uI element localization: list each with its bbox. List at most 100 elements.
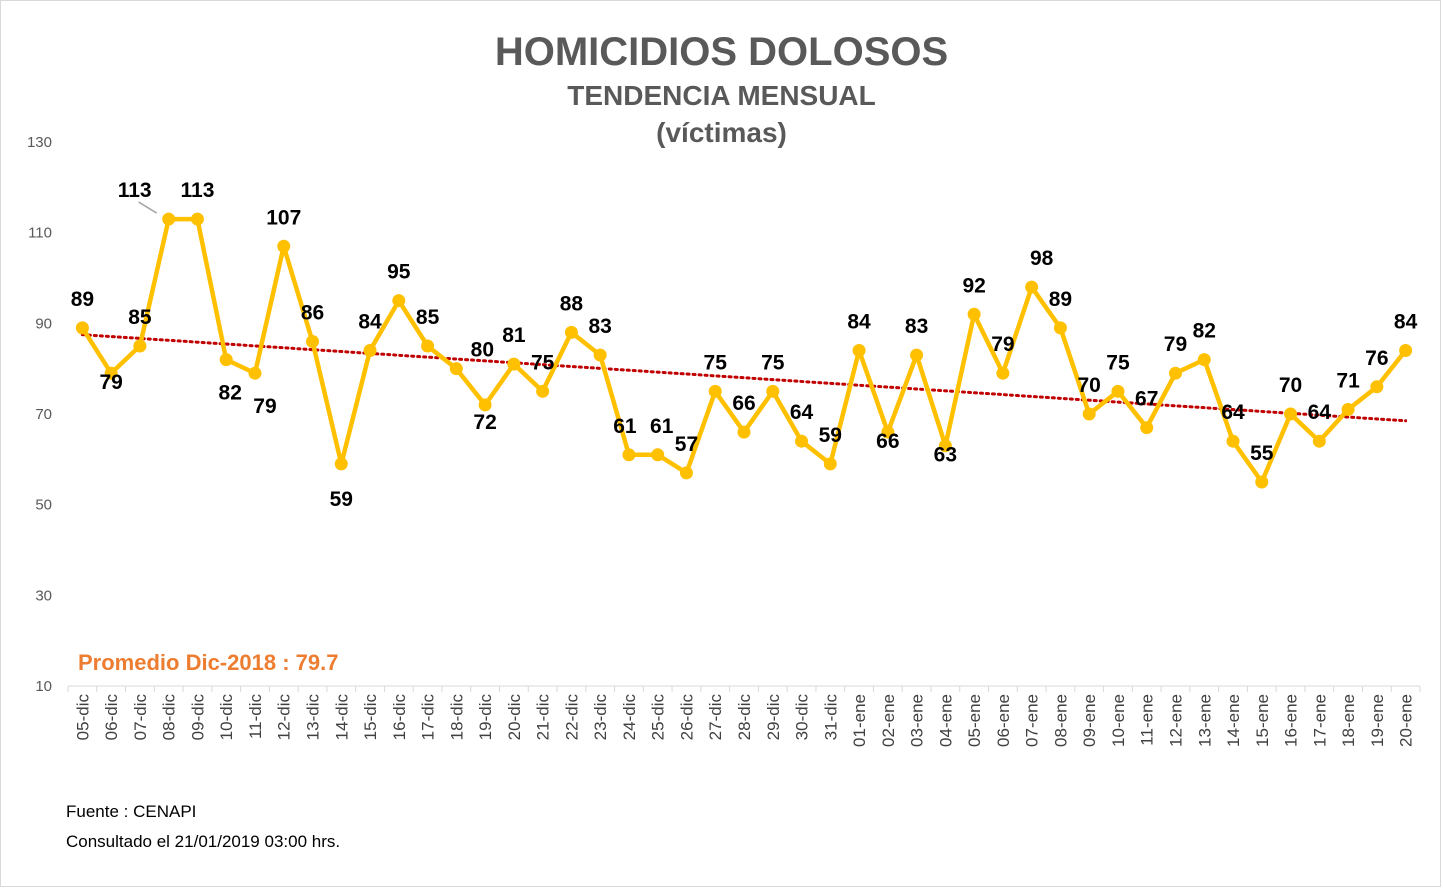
- data-point: [1140, 421, 1154, 435]
- data-label: 75: [761, 351, 785, 374]
- data-label: 89: [71, 288, 94, 311]
- data-label: 83: [588, 315, 611, 338]
- data-label: 75: [704, 351, 728, 374]
- x-axis: 05-dic 06-dic 07-dic 08-dic 09-dic 10-dic 11-d…: [67, 685, 1421, 747]
- chart-subtitle-units: (víctimas): [656, 117, 787, 148]
- data-label: 79: [253, 395, 276, 418]
- data-label: 82: [1193, 320, 1216, 343]
- x-tick-label: 05-ene: [965, 694, 984, 747]
- label-leader-line: [138, 201, 158, 214]
- data-point: [1111, 384, 1125, 398]
- data-point: [1370, 380, 1384, 394]
- x-tick-label: 04-ene: [936, 694, 955, 747]
- data-label: 89: [1049, 288, 1072, 311]
- data-label: 76: [1365, 347, 1388, 370]
- data-label: 64: [1308, 401, 1332, 424]
- x-tick-label: 27-dic: [706, 694, 725, 741]
- data-point: [967, 307, 981, 321]
- data-label: 67: [1135, 388, 1158, 411]
- title-block: HOMICIDIOS DOLOSOS TENDENCIA MENSUAL (ví…: [0, 26, 1443, 152]
- x-tick-label: 20-dic: [505, 694, 524, 741]
- x-tick-label: 20-ene: [1397, 694, 1416, 747]
- data-label: 95: [387, 261, 411, 284]
- x-tick-label: 23-dic: [591, 694, 610, 741]
- source-note: Fuente : CENAPI: [66, 802, 197, 821]
- x-tick-label: 07-dic: [131, 694, 150, 741]
- data-point: [996, 366, 1010, 380]
- data-label: 75: [1106, 351, 1130, 374]
- x-tick-label: 12-ene: [1166, 694, 1185, 747]
- data-point: [306, 334, 320, 348]
- data-point: [1312, 434, 1326, 448]
- y-axis: 10 30 50 70 90 110 130: [27, 134, 52, 695]
- data-point: [881, 425, 895, 439]
- data-label: 113: [181, 179, 215, 202]
- x-tick-label: 01-ene: [850, 694, 869, 747]
- series-line: [75, 212, 1413, 489]
- data-label: 71: [1336, 369, 1360, 392]
- trendline: [80, 333, 1408, 423]
- data-point: [1226, 434, 1240, 448]
- data-label: 72: [473, 411, 496, 434]
- x-tick-label: 25-dic: [649, 694, 668, 741]
- x-tick-label: 14-dic: [332, 694, 351, 741]
- data-point: [852, 344, 866, 358]
- x-tick-label: 05-dic: [73, 694, 92, 741]
- data-point: [1025, 280, 1039, 294]
- data-label: 59: [819, 424, 842, 447]
- x-tick-label: 09-dic: [188, 694, 207, 741]
- data-label: 86: [301, 301, 324, 324]
- data-label: 84: [1394, 311, 1418, 334]
- x-tick-label: 18-dic: [447, 694, 466, 741]
- data-point: [421, 339, 435, 353]
- data-point: [507, 357, 521, 371]
- x-tick-label: 17-dic: [419, 694, 438, 741]
- x-tick-label: 19-ene: [1368, 694, 1387, 747]
- x-tick-label: 02-ene: [879, 694, 898, 747]
- data-point: [162, 212, 176, 226]
- data-point: [679, 466, 693, 480]
- x-tick-label: 15-dic: [361, 694, 380, 741]
- data-point: [219, 353, 233, 367]
- data-point: [910, 348, 924, 362]
- x-tick-label: 19-dic: [476, 694, 495, 741]
- data-label: 113: [118, 179, 152, 202]
- data-point: [708, 384, 722, 398]
- data-point: [1341, 402, 1355, 416]
- data-label: 88: [560, 292, 584, 315]
- x-tick-label: 11-dic: [246, 694, 265, 740]
- y-tick-label: 50: [35, 497, 52, 514]
- data-point: [478, 398, 492, 412]
- data-label: 70: [1078, 374, 1101, 397]
- x-tick-label: 28-dic: [735, 694, 754, 741]
- data-point: [392, 294, 406, 308]
- x-tick-label: 06-ene: [994, 694, 1013, 747]
- data-point: [75, 321, 89, 335]
- x-tick-label: 29-dic: [764, 694, 783, 741]
- data-label: 64: [790, 401, 814, 424]
- data-point: [593, 348, 607, 362]
- data-label: 61: [650, 415, 674, 438]
- x-tick-label: 10-dic: [217, 694, 236, 741]
- chart-title: HOMICIDIOS DOLOSOS: [494, 30, 949, 74]
- data-label: 98: [1030, 247, 1054, 270]
- trendline-path: [80, 333, 1408, 423]
- x-tick-label: 14-ene: [1224, 694, 1243, 747]
- x-tick-label: 31-dic: [821, 694, 840, 741]
- x-tick-label: 26-dic: [677, 694, 696, 741]
- x-tick-label: 21-dic: [534, 694, 553, 741]
- data-point: [1082, 407, 1096, 421]
- x-tick-label: 10-ene: [1109, 694, 1128, 747]
- x-tick-label: 13-ene: [1195, 694, 1214, 747]
- x-tick-label: 03-ene: [908, 694, 927, 747]
- data-label: 92: [962, 274, 985, 297]
- x-tick-label: 08-ene: [1051, 694, 1070, 747]
- x-tick-label: 06-dic: [102, 694, 121, 741]
- data-label: 107: [266, 206, 301, 229]
- data-point: [1197, 353, 1211, 367]
- y-tick-label: 30: [35, 587, 52, 604]
- y-tick-label: 90: [35, 315, 52, 332]
- data-point: [536, 384, 550, 398]
- data-label: 83: [905, 315, 928, 338]
- data-point: [277, 239, 291, 253]
